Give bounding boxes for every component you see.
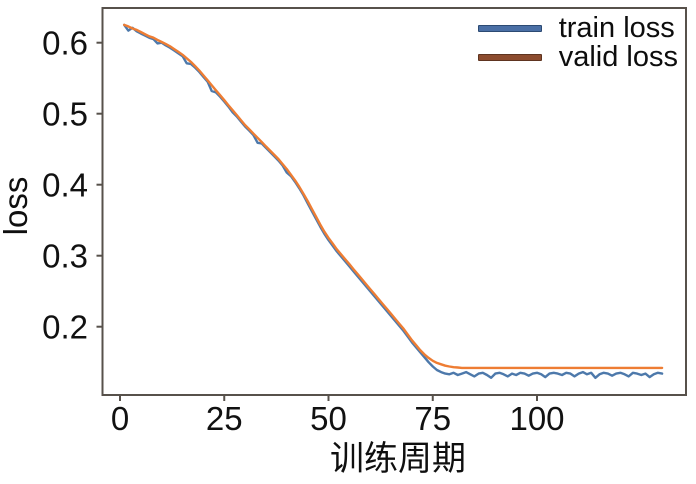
- plot-border: [101, 7, 687, 396]
- legend: train loss valid loss: [477, 12, 678, 73]
- legend-entry-train: train loss: [477, 12, 678, 44]
- x-axis-title: 训练周期: [330, 441, 466, 478]
- train-loss-line: [122, 23, 664, 379]
- y-tick-label: 0.2: [42, 309, 88, 346]
- train-loss-legend-line-icon: [477, 25, 542, 32]
- y-tick-label: 0.3: [42, 238, 88, 275]
- x-tick-label: 0: [111, 400, 129, 437]
- x-tick-label: 75: [414, 400, 451, 437]
- y-axis-title: loss: [0, 176, 34, 236]
- legend-entry-valid: valid loss: [477, 41, 678, 73]
- valid-loss-line: [122, 23, 664, 370]
- y-tick-label: 0.5: [42, 96, 88, 133]
- x-tick-label: 50: [310, 400, 347, 437]
- train-loss-legend-label: train loss: [558, 12, 675, 44]
- x-tick-label: 25: [206, 400, 243, 437]
- x-tick-label: 100: [509, 400, 564, 437]
- y-tick-label: 0.4: [42, 167, 88, 204]
- valid-loss-legend-line-icon: [477, 54, 542, 61]
- valid-loss-legend-label: valid loss: [558, 41, 678, 73]
- y-tick-label: 0.6: [42, 25, 88, 62]
